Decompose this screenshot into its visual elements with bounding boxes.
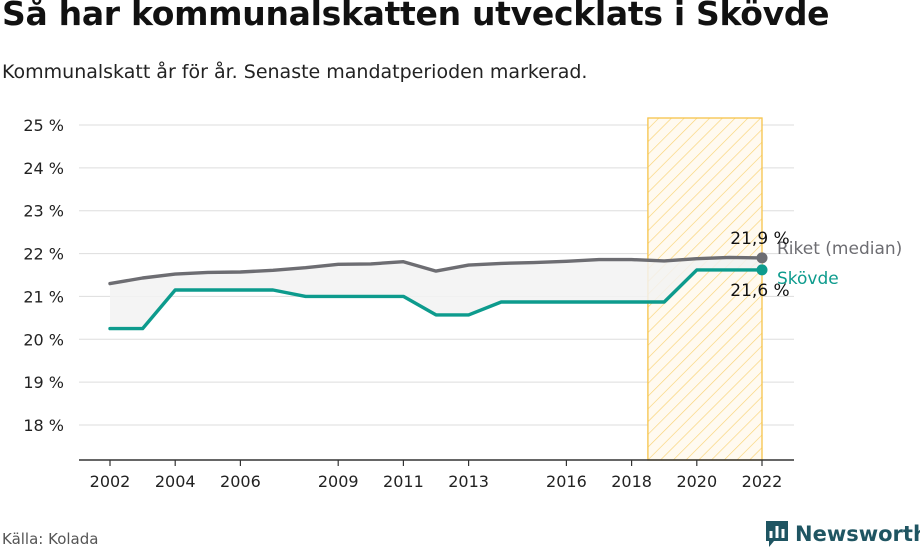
riket-line <box>108 255 764 286</box>
y-tick-label: 22 % <box>23 245 64 264</box>
skovde-series-label: Skövde <box>777 269 839 289</box>
x-tick-label: 2020 <box>676 472 717 491</box>
brand-logo[interactable]: Newsworthy <box>765 520 920 548</box>
y-tick-label: 24 % <box>23 159 64 178</box>
y-tick-label: 20 % <box>23 330 64 349</box>
x-tick-label: 2018 <box>611 472 652 491</box>
difference-band <box>110 257 762 329</box>
x-tick-label: 2006 <box>220 472 261 491</box>
skovde-value-label: 21,6 % <box>730 281 789 301</box>
x-tick-label: 2016 <box>546 472 587 491</box>
riket-value-label: 21,9 % <box>730 229 789 249</box>
newsworthy-logo-icon <box>766 521 788 547</box>
x-tick-label: 2011 <box>383 472 424 491</box>
chart-title: Så har kommunalskatten utvecklats i Sköv… <box>2 0 830 33</box>
x-tick-label: 2009 <box>318 472 359 491</box>
y-tick-label: 23 % <box>23 202 64 221</box>
y-tick-label: 18 % <box>23 416 64 435</box>
riket-series-label: Riket (median) <box>777 239 902 259</box>
x-tick-label: 2022 <box>742 472 783 491</box>
x-tick-label: 2013 <box>448 472 489 491</box>
y-tick-label: 21 % <box>23 287 64 306</box>
skovde-line <box>108 268 764 331</box>
chart-subtitle: Kommunalskatt år för år. Senaste mandatp… <box>2 61 588 83</box>
brand-name: Newsworthy <box>795 522 920 546</box>
riket-end-marker <box>756 252 768 264</box>
y-tick-label: 19 % <box>23 373 64 392</box>
x-tick-label: 2004 <box>155 472 196 491</box>
x-tick-label: 2002 <box>90 472 131 491</box>
skovde-end-marker <box>756 264 768 276</box>
source-note: Källa: Kolada <box>2 530 99 548</box>
y-tick-label: 25 % <box>23 116 64 135</box>
